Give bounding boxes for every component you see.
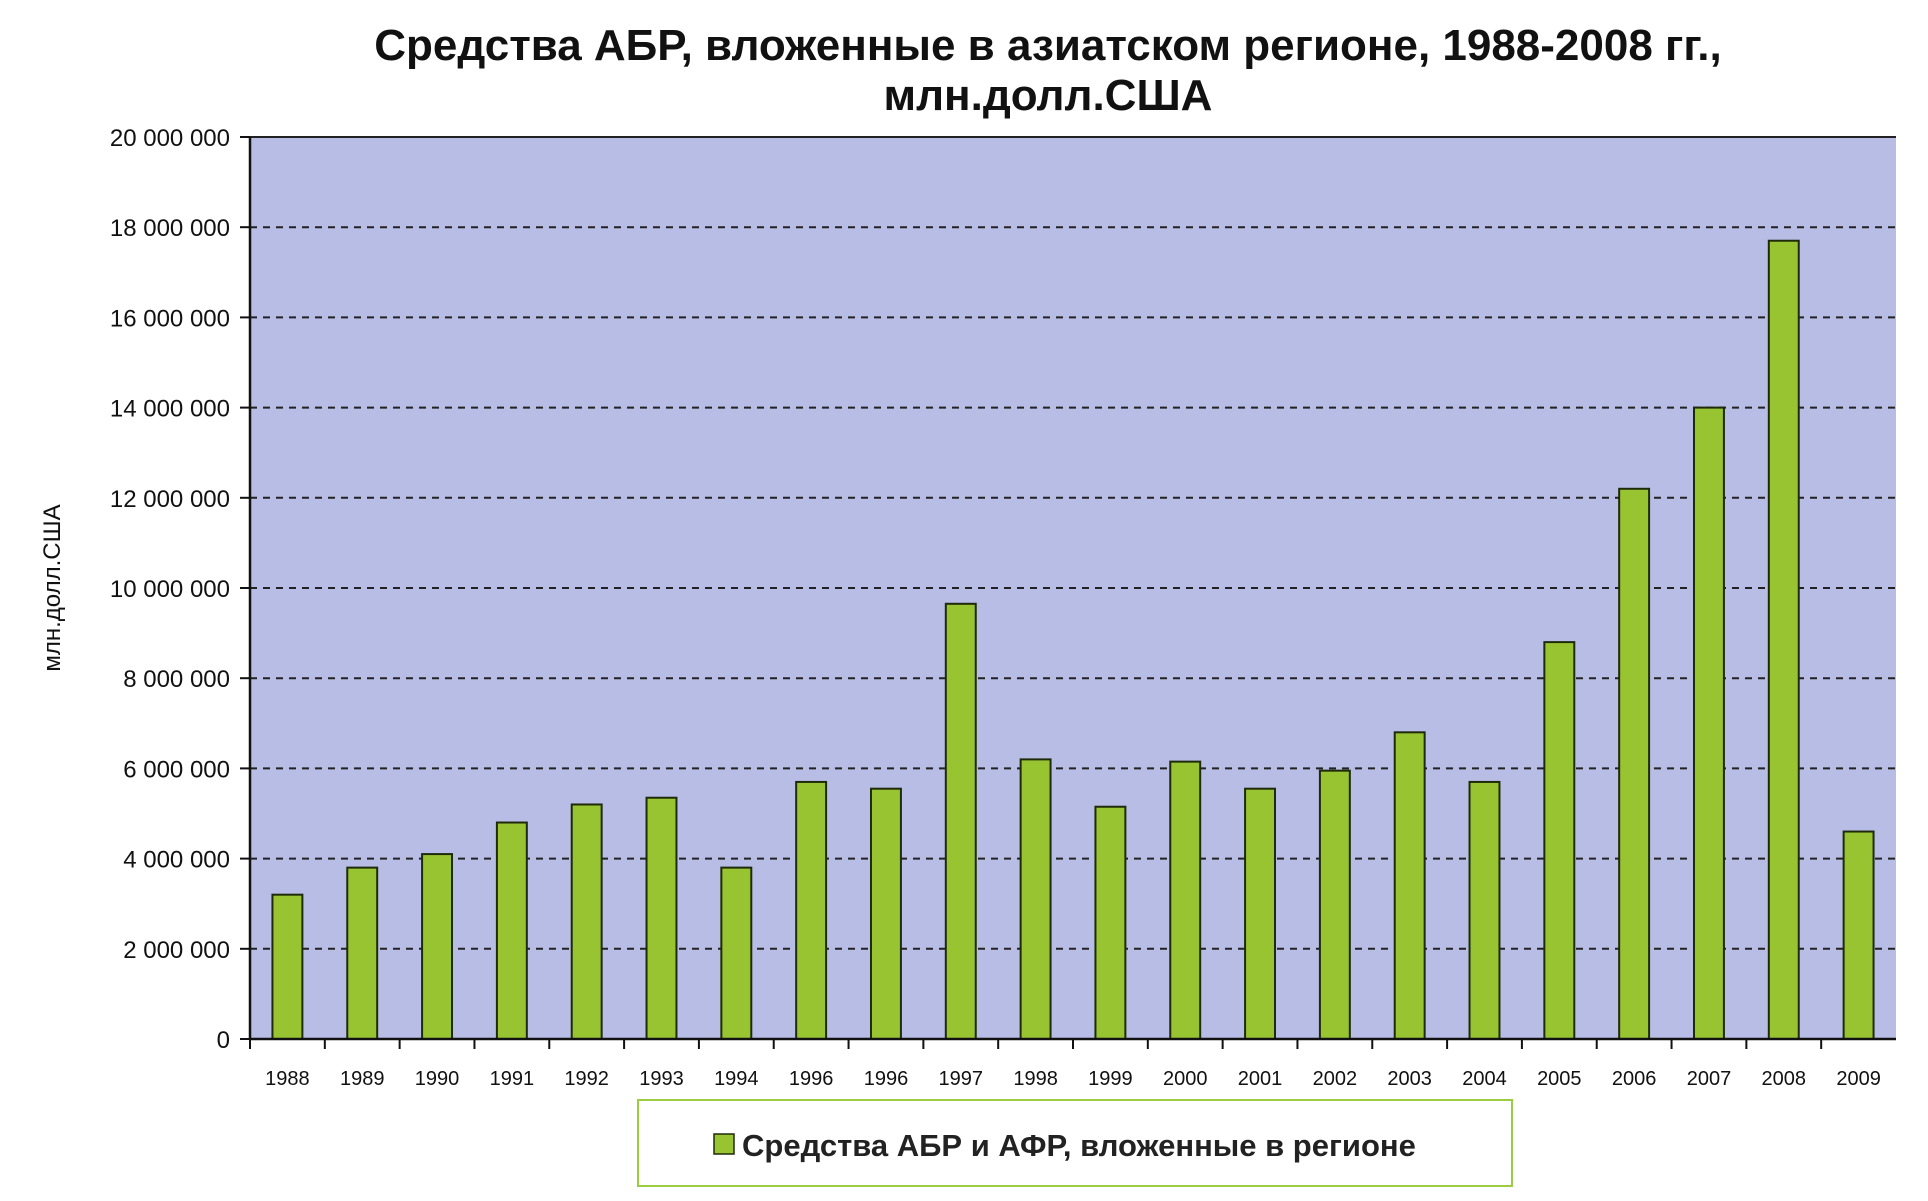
bar-2007-19 [1692, 406, 1725, 1041]
bar-1988-0 [271, 893, 304, 1040]
x-tick-label: 2000 [1163, 1068, 1208, 1090]
x-tick-label: 1988 [265, 1068, 310, 1090]
y-tick-label: 8 000 000 [123, 666, 230, 693]
x-tick-label: 2002 [1313, 1068, 1358, 1090]
bar-2003-15 [1393, 731, 1426, 1040]
y-tick-label: 2 000 000 [123, 937, 230, 964]
bar-1999-11 [1094, 805, 1127, 1040]
bar-1996-7 [795, 780, 828, 1040]
legend-swatch [713, 1133, 735, 1155]
bar-1989-1 [346, 866, 379, 1040]
x-tick-label: 1994 [714, 1068, 759, 1090]
x-axis-ticks: 1988 1989 1990 1991 1992 1993 1994 1996 1996 1997… [249, 1039, 1881, 1090]
x-tick-label: 2007 [1687, 1068, 1732, 1090]
x-tick-label: 1992 [564, 1068, 609, 1090]
x-tick-label: 1996 [789, 1068, 834, 1090]
y-axis-ticks: 0 2 000 000 4 000 000 6 000 000 8 000 000 10 … [110, 125, 250, 1054]
x-tick-label: 2006 [1612, 1068, 1657, 1090]
bar-2000-12 [1169, 760, 1202, 1040]
chart-title-line-1: Средства АБР, вложенные в азиатском реги… [374, 21, 1721, 70]
x-tick-label: 2008 [1762, 1068, 1807, 1090]
bar-1990-2 [421, 853, 454, 1041]
x-tick-label: 2005 [1537, 1068, 1582, 1090]
x-tick-label: 1999 [1088, 1068, 1133, 1090]
bar-2008-20 [1767, 239, 1800, 1041]
bar-2002-14 [1318, 769, 1351, 1041]
bar-1996-8 [869, 787, 902, 1040]
bar-1992-4 [570, 803, 603, 1040]
x-tick-label: 2003 [1387, 1068, 1432, 1090]
gridlines [250, 136, 1896, 950]
x-tick-label: 1989 [340, 1068, 385, 1090]
bar-2005-17 [1543, 641, 1576, 1040]
y-tick-label: 14 000 000 [110, 396, 230, 423]
y-tick-label: 18 000 000 [110, 215, 230, 242]
y-tick-label: 6 000 000 [123, 756, 230, 783]
bar-2006-18 [1618, 487, 1651, 1040]
y-tick-label: 0 [217, 1027, 230, 1054]
x-tick-label: 1993 [639, 1068, 684, 1090]
x-tick-label: 1991 [490, 1068, 535, 1090]
y-tick-label: 4 000 000 [123, 847, 230, 874]
y-axis-title: млн.долл.США [39, 504, 66, 671]
chart-title-line-2: млн.долл.США [884, 71, 1213, 120]
bar-1998-10 [1019, 758, 1052, 1040]
y-tick-label: 12 000 000 [110, 486, 230, 513]
x-tick-label: 2004 [1462, 1068, 1507, 1090]
x-tick-label: 2001 [1238, 1068, 1283, 1090]
legend-box [637, 1099, 1513, 1187]
y-tick-label: 16 000 000 [110, 305, 230, 332]
bar-2004-16 [1468, 780, 1501, 1040]
bar-1993-5 [645, 796, 678, 1041]
x-tick-label: 1998 [1013, 1068, 1058, 1090]
bar-1994-6 [720, 866, 753, 1040]
bar-1997-9 [944, 602, 977, 1040]
bars [271, 239, 1875, 1041]
legend: Средства АБР и АФР, вложенные в регионе [637, 1099, 1513, 1187]
bar-1991-3 [495, 821, 528, 1041]
x-tick-label: 1990 [415, 1068, 460, 1090]
x-tick-label: 1996 [864, 1068, 909, 1090]
y-tick-label: 10 000 000 [110, 576, 230, 603]
legend-label: Средства АБР и АФР, вложенные в регионе [742, 1128, 1416, 1163]
x-tick-label: 1997 [939, 1068, 984, 1090]
x-tick-label: 2009 [1836, 1068, 1881, 1090]
y-tick-label: 20 000 000 [110, 125, 230, 152]
bar-2001-13 [1244, 787, 1277, 1040]
bar-2009-21 [1842, 830, 1875, 1040]
